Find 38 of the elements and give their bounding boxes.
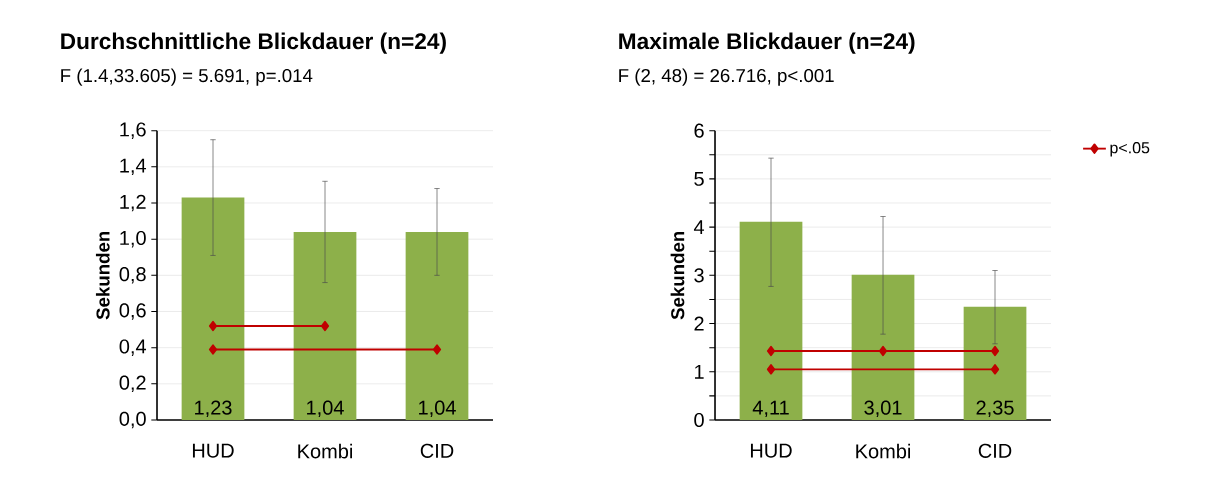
- bar: [851, 274, 915, 420]
- chart-subtitle: F (1.4,33.605) = 5.691, p=.014: [61, 68, 313, 86]
- x-tick-label: Kombi: [298, 443, 352, 459]
- chart-subtitle: F (2, 48) = 26.716, p<.001: [619, 68, 834, 86]
- x-tick-label: CID: [420, 443, 454, 458]
- y-axis-title: Sekunden: [670, 231, 685, 320]
- data-label: 1,04: [419, 400, 456, 418]
- y-tick-label: 0: [694, 412, 704, 428]
- data-label: 4,11: [752, 400, 789, 418]
- y-tick-label: 1,0: [120, 230, 146, 248]
- data-label: 3,01: [864, 400, 902, 418]
- x-tick-label: HUD: [192, 443, 234, 458]
- y-tick-label: 0,0: [119, 411, 146, 429]
- data-label: 1,04: [307, 400, 344, 418]
- x-tick-label: HUD: [750, 443, 792, 458]
- data-label: 1,23: [195, 400, 232, 418]
- y-tick-label: 1,4: [120, 158, 147, 175]
- data-label: 2,35: [976, 400, 1014, 418]
- y-tick-label: 0,6: [119, 303, 146, 320]
- y-tick-label: 0,4: [119, 339, 147, 356]
- y-tick-label: 3: [694, 268, 704, 283]
- y-tick-label: 4: [693, 220, 705, 234]
- y-tick-label: 5: [694, 171, 704, 186]
- y-tick-label: 2: [694, 316, 704, 331]
- x-tick-label: Kombi: [856, 443, 910, 459]
- x-tick-label: CID: [978, 443, 1012, 458]
- chart-title: Durchschnittliche Blickdauer (n=24): [61, 32, 446, 54]
- y-tick-label: 0,2: [119, 375, 146, 393]
- y-tick-label: 1,2: [120, 194, 146, 212]
- y-tick-label: 1,6: [120, 122, 146, 139]
- bar: [739, 221, 803, 420]
- legend-label: p<.05: [1110, 142, 1150, 157]
- chart-title: Maximale Blickdauer (n=24): [619, 32, 915, 54]
- y-tick-label: 0,8: [119, 267, 146, 284]
- y-tick-label: 1: [695, 364, 704, 379]
- y-axis-title: Sekunden: [95, 231, 110, 320]
- bar: [963, 306, 1027, 420]
- y-tick-label: 6: [694, 123, 704, 138]
